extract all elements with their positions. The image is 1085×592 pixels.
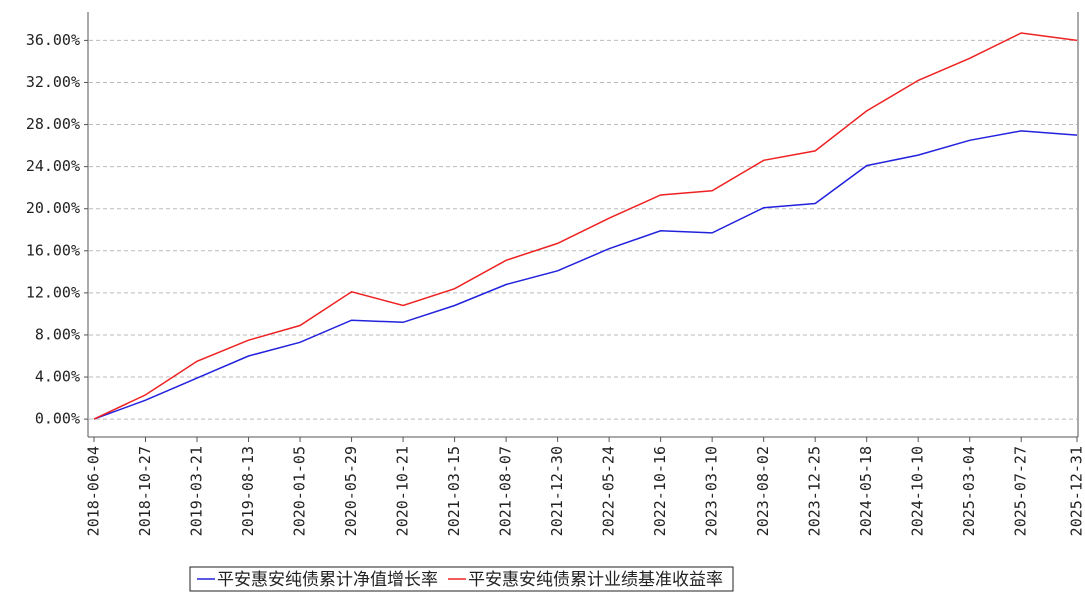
x-tick-label: 2022-05-24 [600, 446, 618, 536]
y-tick-label: 8.00% [35, 325, 80, 343]
y-tick-label: 20.00% [26, 199, 80, 217]
y-tick-label: 4.00% [35, 368, 80, 386]
x-tick-label: 2020-10-21 [394, 446, 412, 536]
x-tick-label: 2019-03-21 [188, 446, 206, 536]
y-tick-label: 36.00% [26, 31, 80, 49]
y-tick-label: 28.00% [26, 115, 80, 133]
y-tick-label: 12.00% [26, 283, 80, 301]
x-tick-label: 2021-12-30 [548, 446, 566, 536]
x-tick-label: 2023-12-25 [806, 446, 824, 536]
y-tick-label: 0.00% [35, 410, 80, 428]
legend-label: 平安惠安纯债累计业绩基准收益率 [468, 570, 723, 590]
x-tick-label: 2023-08-02 [754, 446, 772, 536]
x-tick-label: 2025-12-31 [1068, 446, 1085, 536]
series-line [93, 32, 1078, 420]
x-tick-label: 2022-10-16 [651, 446, 669, 536]
x-tick-label: 2024-05-18 [857, 446, 875, 536]
x-tick-label: 2019-08-13 [239, 446, 257, 536]
x-tick-label: 2024-10-10 [909, 446, 927, 536]
x-tick-label: 2023-03-10 [703, 446, 721, 536]
y-tick-label: 24.00% [26, 157, 80, 175]
x-tick-label: 2020-05-29 [342, 446, 360, 536]
y-tick-label: 32.00% [26, 73, 80, 91]
x-tick-label: 2018-10-27 [136, 446, 154, 536]
x-tick-label: 2018-06-04 [85, 446, 103, 536]
x-tick-label: 2025-07-27 [1012, 446, 1030, 536]
legend-label: 平安惠安纯债累计净值增长率 [217, 570, 438, 590]
x-tick-label: 2025-03-04 [960, 446, 978, 536]
series-line [93, 130, 1078, 420]
x-tick-label: 2021-03-15 [445, 446, 463, 536]
x-tick-label: 2020-01-05 [291, 446, 309, 536]
x-tick-label: 2021-08-07 [497, 446, 515, 536]
y-tick-label: 16.00% [26, 241, 80, 259]
